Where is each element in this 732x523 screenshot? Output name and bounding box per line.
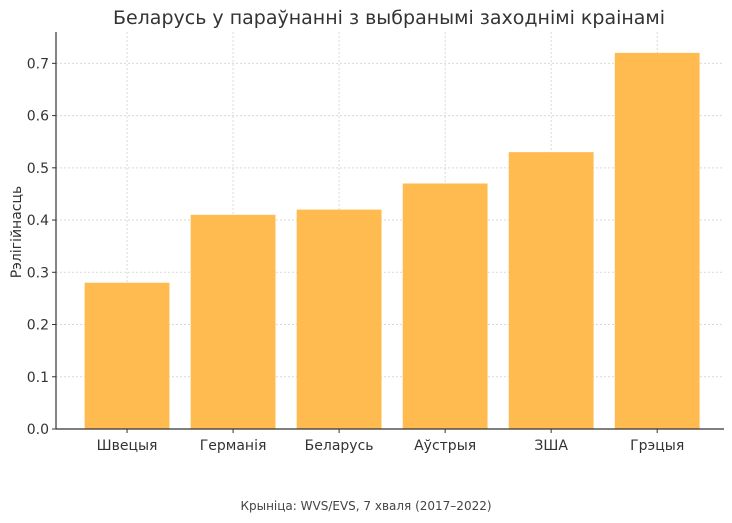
bar-chart: Беларусь у параўнанні з выбранымі заходн…: [9, 7, 724, 454]
y-axis-ticks: 0.0 0.1 0.2 0.3 0.4 0.5 0.6 0.7: [27, 56, 56, 438]
bar: [190, 214, 276, 429]
x-tick-label: Аўстрыя: [414, 438, 476, 454]
y-tick-label: 0.6: [27, 109, 49, 125]
y-tick-label: 0.1: [27, 370, 49, 386]
x-tick-label: Беларусь: [305, 438, 374, 454]
y-tick-label: 0.3: [27, 265, 49, 281]
bar: [296, 209, 382, 429]
bars: [84, 52, 700, 430]
source-note: Крыніца: WVS/EVS, 7 хваля (2017–2022): [240, 499, 492, 513]
grid: [56, 32, 724, 430]
x-tick-label: Германія: [200, 438, 267, 454]
y-tick-label: 0.0: [27, 422, 49, 438]
bar: [84, 282, 170, 429]
bar: [508, 152, 594, 430]
axes: [55, 32, 724, 430]
bar: [402, 183, 488, 429]
x-tick-label: Швецыя: [97, 438, 158, 454]
y-axis-label: Рэлігійнасць: [9, 186, 25, 279]
x-axis-ticks: Швецыя Германія Беларусь Аўстрыя ЗША Грэцыя: [97, 429, 684, 454]
y-tick-label: 0.4: [27, 213, 49, 229]
chart-title: Беларусь у параўнанні з выбранымі заходн…: [113, 7, 665, 29]
y-tick-label: 0.5: [27, 161, 49, 177]
y-tick-label: 0.2: [27, 318, 49, 334]
bar: [614, 52, 700, 429]
y-tick-label: 0.7: [27, 56, 49, 72]
x-tick-label: ЗША: [534, 438, 568, 454]
x-tick-label: Грэцыя: [630, 438, 684, 454]
